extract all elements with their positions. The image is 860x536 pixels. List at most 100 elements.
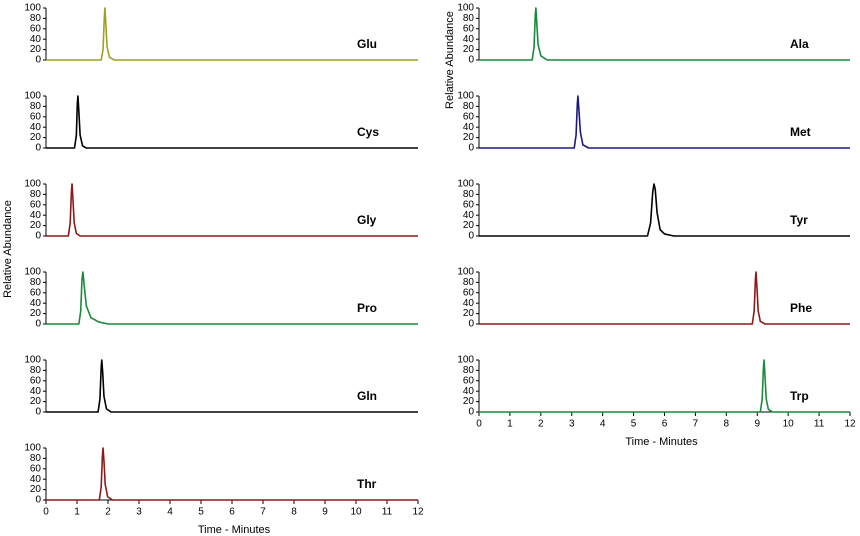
x-tick-label: 6 xyxy=(662,419,668,430)
y-tick-label: 40 xyxy=(30,122,42,133)
y-tick-label: 40 xyxy=(30,386,42,397)
y-tick-label: 60 xyxy=(30,23,42,34)
y-tick-label: 80 xyxy=(30,365,42,376)
y-tick-label: 60 xyxy=(30,111,42,122)
y-tick-label: 40 xyxy=(30,298,42,309)
x-tick-label: 3 xyxy=(136,507,142,518)
y-tick-label: 0 xyxy=(35,143,41,154)
y-tick-label: 100 xyxy=(24,443,41,454)
y-tick-label: 40 xyxy=(463,210,475,221)
trace-label: Met xyxy=(790,125,811,139)
y-tick-label: 20 xyxy=(30,484,42,495)
y-tick-label: 60 xyxy=(30,463,42,474)
y-tick-label: 100 xyxy=(457,355,474,366)
x-tick-label: 4 xyxy=(167,507,173,518)
y-tick-label: 80 xyxy=(463,189,475,200)
y-tick-label: 40 xyxy=(30,210,42,221)
trace xyxy=(46,95,418,149)
trace xyxy=(479,95,850,149)
x-tick-label: 6 xyxy=(229,507,235,518)
y-tick-label: 40 xyxy=(463,298,475,309)
trace xyxy=(479,7,850,61)
y-tick-label: 0 xyxy=(468,407,474,418)
y-tick-label: 0 xyxy=(35,495,41,506)
trace xyxy=(46,271,418,325)
y-tick-label: 40 xyxy=(463,386,475,397)
trace-label: Trp xyxy=(790,389,809,403)
x-tick-label: 10 xyxy=(350,507,362,518)
y-tick-label: 60 xyxy=(463,111,475,122)
trace xyxy=(46,359,418,413)
y-tick-label: 100 xyxy=(24,3,41,14)
y-tick-label: 100 xyxy=(24,179,41,190)
y-tick-label: 80 xyxy=(463,365,475,376)
x-tick-label: 12 xyxy=(844,419,856,430)
y-tick-label: 40 xyxy=(463,34,475,45)
y-tick-label: 80 xyxy=(30,453,42,464)
y-axis-label: Relative Abundance xyxy=(444,11,456,109)
y-axis-label: Relative Abundance xyxy=(2,200,14,298)
y-tick-label: 20 xyxy=(30,44,42,55)
y-tick-label: 80 xyxy=(30,13,42,24)
x-tick-label: 7 xyxy=(260,507,266,518)
y-tick-label: 20 xyxy=(30,396,42,407)
y-tick-label: 80 xyxy=(463,101,475,112)
y-tick-label: 20 xyxy=(463,308,475,319)
x-tick-label: 1 xyxy=(74,507,80,518)
y-tick-label: 80 xyxy=(463,277,475,288)
trace-label: Gln xyxy=(357,389,377,403)
y-tick-label: 0 xyxy=(468,55,474,66)
x-tick-label: 12 xyxy=(412,507,424,518)
y-tick-label: 0 xyxy=(468,143,474,154)
y-tick-label: 60 xyxy=(30,375,42,386)
y-tick-label: 100 xyxy=(457,3,474,14)
y-tick-label: 100 xyxy=(457,91,474,102)
x-tick-label: 11 xyxy=(382,507,393,518)
y-tick-label: 0 xyxy=(35,55,41,66)
y-tick-label: 60 xyxy=(30,287,42,298)
x-tick-label: 4 xyxy=(600,419,606,430)
x-tick-label: 2 xyxy=(105,507,111,518)
trace-label: Gly xyxy=(357,213,377,227)
y-tick-label: 40 xyxy=(463,122,475,133)
x-tick-label: 0 xyxy=(476,419,482,430)
y-tick-label: 100 xyxy=(24,91,41,102)
x-tick-label: 8 xyxy=(291,507,297,518)
trace xyxy=(479,359,850,413)
x-tick-label: 3 xyxy=(569,419,575,430)
y-tick-label: 80 xyxy=(30,189,42,200)
y-tick-label: 20 xyxy=(463,132,475,143)
y-tick-label: 0 xyxy=(468,319,474,330)
trace-label: Glu xyxy=(357,37,377,51)
x-tick-label: 10 xyxy=(783,419,795,430)
y-tick-label: 100 xyxy=(24,267,41,278)
trace-label: Tyr xyxy=(790,213,808,227)
x-axis-label: Time - Minutes xyxy=(625,436,698,448)
y-tick-label: 20 xyxy=(30,132,42,143)
x-tick-label: 5 xyxy=(631,419,637,430)
x-tick-label: 9 xyxy=(754,419,760,430)
y-tick-label: 100 xyxy=(24,355,41,366)
x-axis-label: Time - Minutes xyxy=(198,524,271,536)
y-tick-label: 40 xyxy=(30,34,42,45)
y-tick-label: 60 xyxy=(463,199,475,210)
x-tick-label: 11 xyxy=(814,419,825,430)
y-tick-label: 100 xyxy=(457,267,474,278)
trace-label: Cys xyxy=(357,125,379,139)
trace xyxy=(479,271,850,325)
y-tick-label: 40 xyxy=(30,474,42,485)
y-tick-label: 20 xyxy=(463,220,475,231)
trace xyxy=(46,7,418,61)
y-tick-label: 60 xyxy=(463,287,475,298)
y-tick-label: 0 xyxy=(468,231,474,242)
y-tick-label: 20 xyxy=(30,308,42,319)
y-tick-label: 60 xyxy=(463,23,475,34)
y-tick-label: 80 xyxy=(30,101,42,112)
trace-label: Ala xyxy=(790,37,809,51)
y-tick-label: 80 xyxy=(463,13,475,24)
x-tick-label: 9 xyxy=(322,507,328,518)
y-tick-label: 20 xyxy=(463,396,475,407)
x-tick-label: 0 xyxy=(43,507,49,518)
y-tick-label: 80 xyxy=(30,277,42,288)
